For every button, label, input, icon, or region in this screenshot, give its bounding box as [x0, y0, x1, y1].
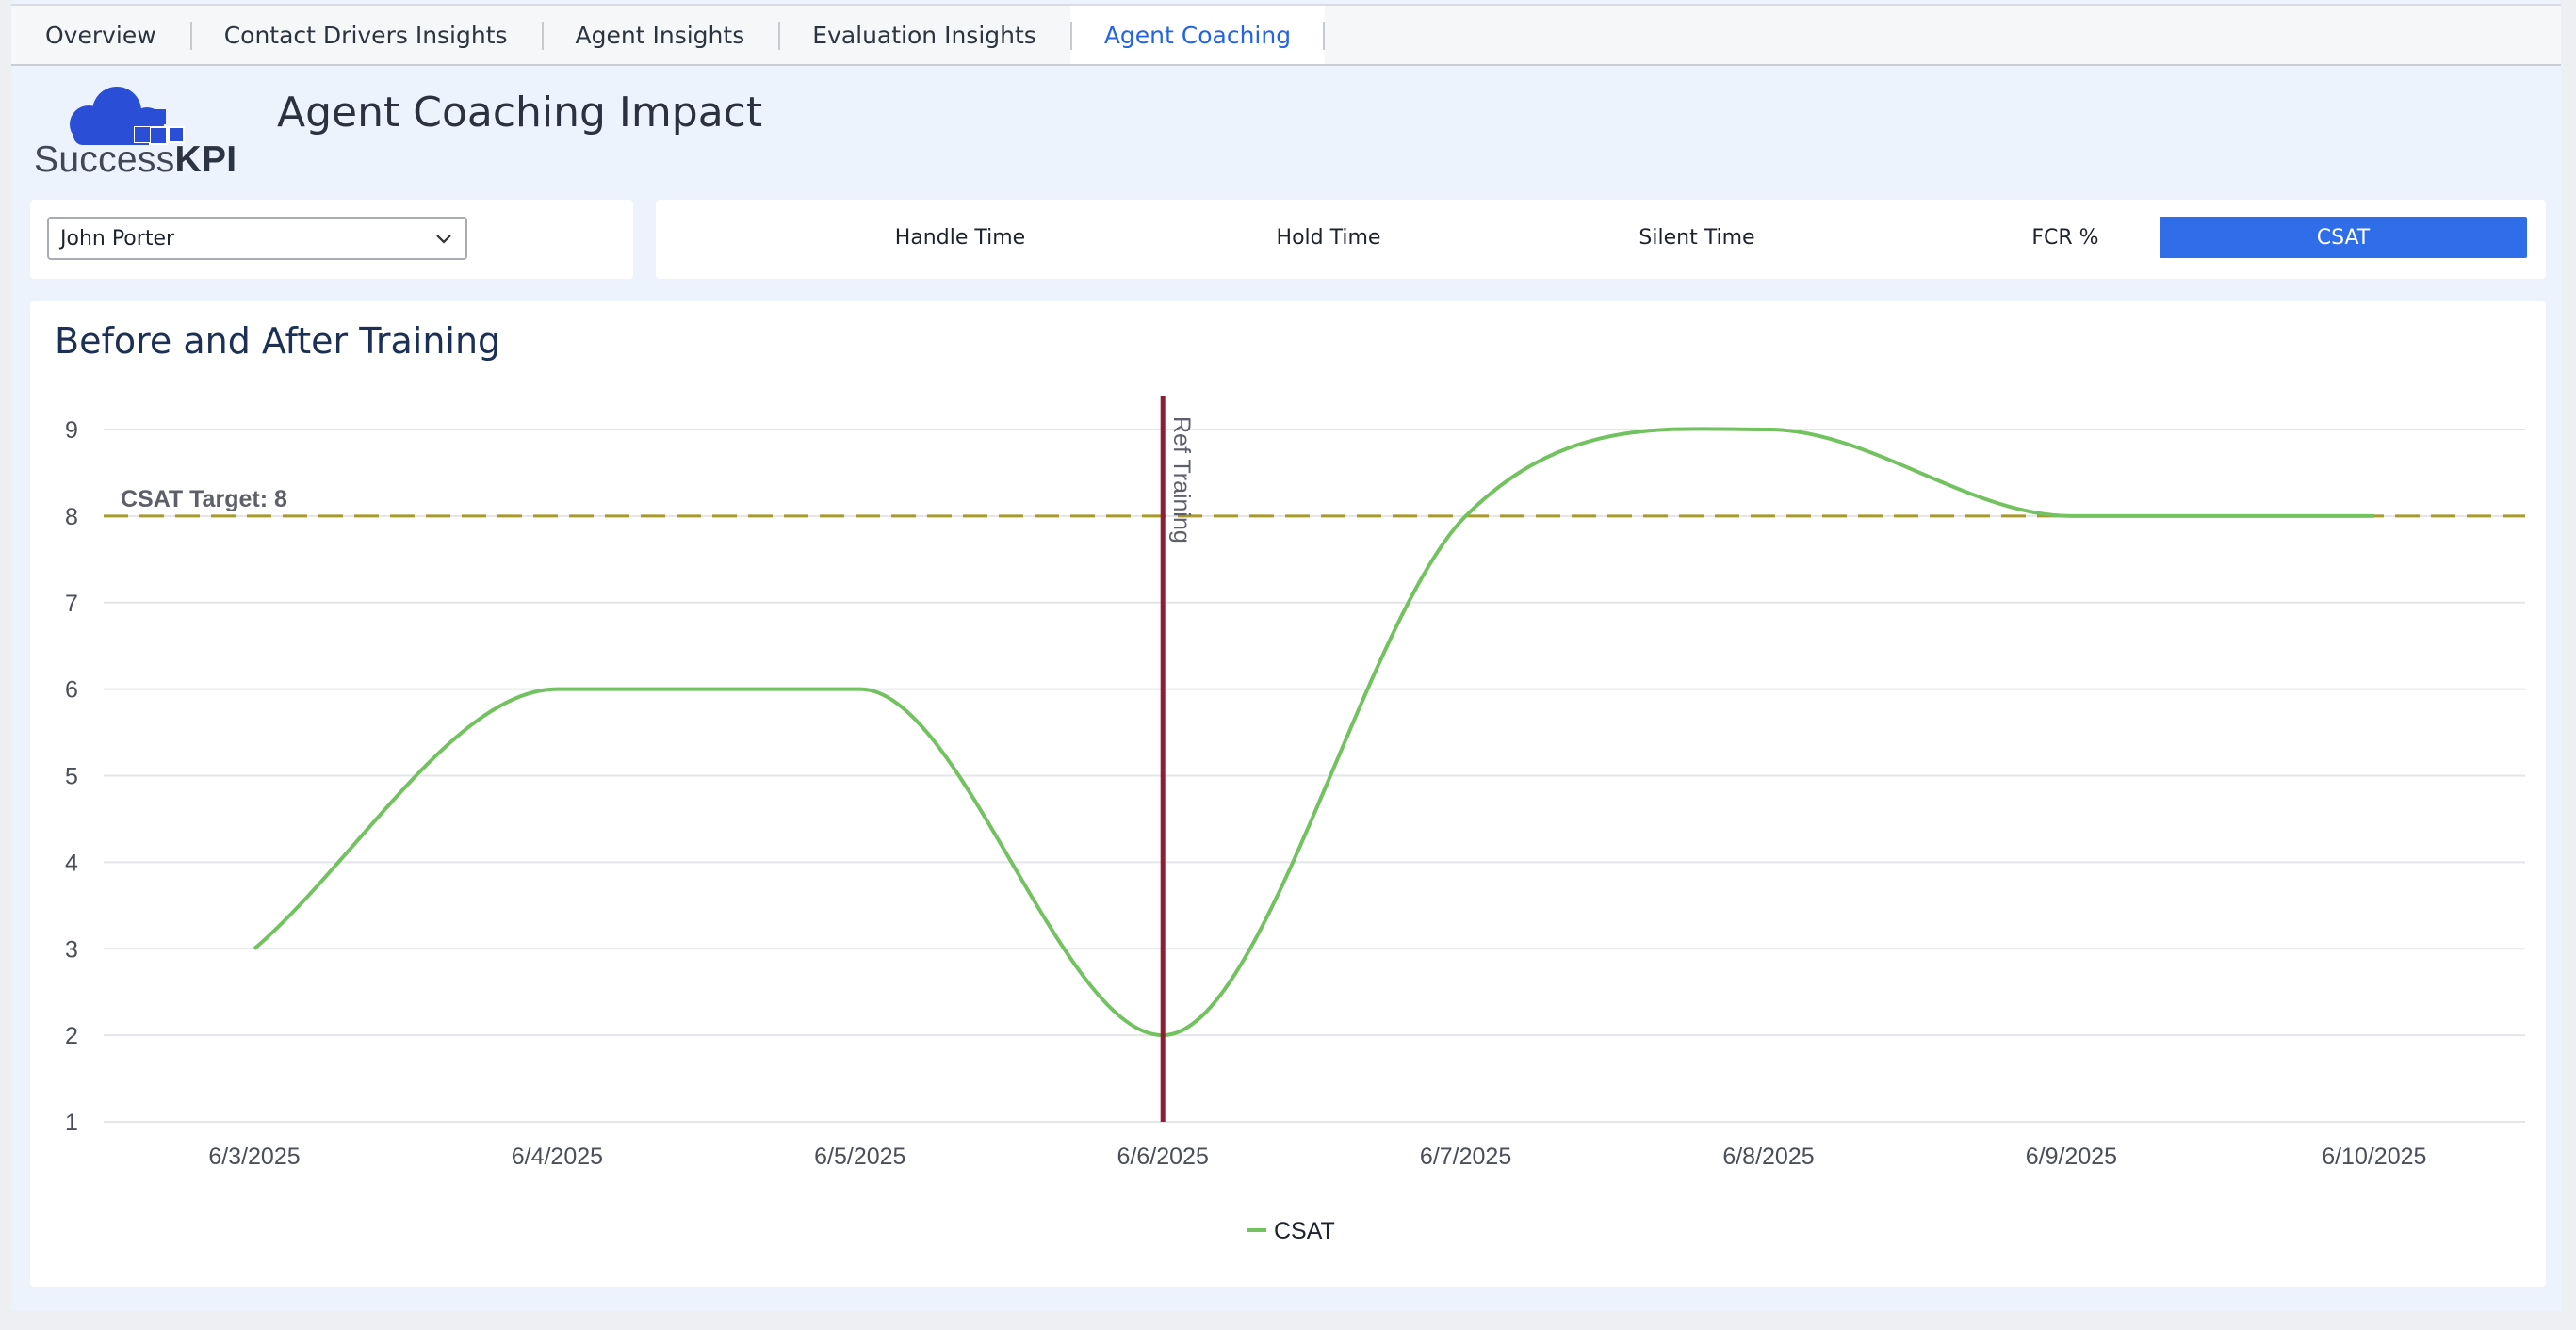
x-tick-label: 6/10/2025 [2322, 1143, 2426, 1170]
legend-label: CSAT [1274, 1218, 1335, 1244]
app-root: Overview Contact Drivers Insights Agent … [11, 0, 2561, 1311]
tab-agent-coaching[interactable]: Agent Coaching [1069, 6, 1326, 64]
y-tick-label: 8 [65, 504, 78, 530]
tab-overview[interactable]: Overview [45, 21, 156, 49]
page-title: Agent Coaching Impact [277, 89, 763, 137]
agent-select-dropdown[interactable]: John Porter [47, 217, 467, 260]
y-tick-label: 5 [65, 764, 78, 790]
brand-logo-text: SuccessKPI [34, 139, 237, 180]
chart-panel: Before and After Training 1 2 3 4 5 6 7 8 9 6/3/2… [30, 301, 2546, 1287]
csat-series-line [253, 427, 2374, 1038]
target-label: CSAT Target: 8 [121, 486, 287, 512]
tab-contact-drivers-insights[interactable]: Contact Drivers Insights [189, 6, 542, 64]
y-tick-label: 6 [65, 677, 78, 704]
x-tick-label: 6/5/2025 [814, 1143, 905, 1170]
metric-selector-panel: Handle Time Hold Time Silent Time FCR % … [656, 200, 2546, 279]
y-tick-label: 1 [65, 1110, 78, 1136]
x-tick-label: 6/8/2025 [1722, 1143, 1814, 1170]
metric-csat-button[interactable]: CSAT [2160, 217, 2527, 258]
metric-hold-time-button[interactable]: Hold Time [1276, 225, 1381, 250]
tab-bar: Overview Contact Drivers Insights Agent … [11, 4, 2561, 66]
y-tick-label: 3 [65, 936, 78, 963]
x-tick-label: 6/9/2025 [2026, 1143, 2117, 1170]
y-tick-label: 4 [65, 850, 78, 876]
reference-label: Ref Training [1168, 416, 1195, 543]
x-tick-label: 6/6/2025 [1117, 1143, 1209, 1170]
x-tick-label: 6/4/2025 [512, 1143, 603, 1170]
tab-agent-insights[interactable]: Agent Insights [541, 6, 779, 64]
cloud-logo-icon [70, 87, 185, 145]
y-tick-label: 9 [65, 417, 78, 444]
metric-fcr-button[interactable]: FCR % [2031, 225, 2099, 250]
y-tick-label: 7 [65, 591, 78, 617]
y-tick-label: 2 [65, 1023, 78, 1049]
csat-line-chart: 1 2 3 4 5 6 7 8 9 6/3/2025 6/4/2025 6/5/2025 6/6/202… [65, 396, 2525, 1244]
x-tick-label: 6/3/2025 [208, 1143, 300, 1170]
metric-silent-time-button[interactable]: Silent Time [1639, 225, 1755, 250]
tab-evaluation-insights[interactable]: Evaluation Insights [778, 6, 1070, 64]
x-tick-label: 6/7/2025 [1420, 1143, 1511, 1170]
agent-selector-panel: John Porter [30, 200, 633, 279]
chevron-down-icon [436, 235, 451, 244]
chart-title: Before and After Training [55, 320, 501, 362]
metric-handle-time-button[interactable]: Handle Time [894, 225, 1026, 250]
agent-select-value: John Porter [60, 226, 175, 251]
